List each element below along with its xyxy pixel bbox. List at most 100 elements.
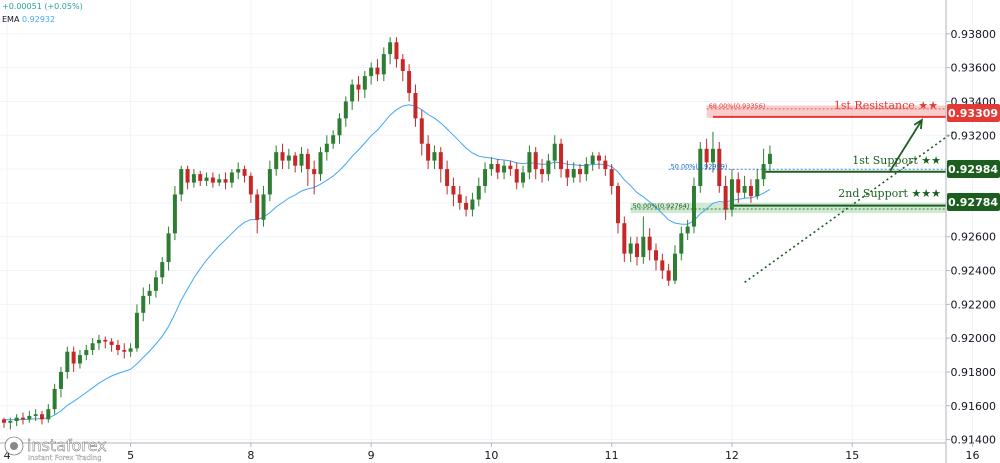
candle-body <box>761 164 766 180</box>
candle <box>767 145 772 171</box>
candle <box>299 147 304 173</box>
candle-body <box>109 341 114 345</box>
candle-body <box>616 185 621 224</box>
candle <box>318 147 323 181</box>
candle-body <box>115 344 120 351</box>
candle <box>736 172 741 203</box>
candle-body <box>419 118 424 144</box>
candle-body <box>552 143 557 161</box>
candle-body <box>400 59 405 72</box>
candle <box>312 160 317 195</box>
candle-body <box>204 177 209 181</box>
candle-body <box>52 388 57 410</box>
candle-body <box>641 236 646 258</box>
candle-body <box>147 290 152 296</box>
candle-body <box>375 67 380 75</box>
change-readout: +0.00051 (+0.05%) <box>2 2 83 11</box>
candle-body <box>635 243 639 258</box>
candle-body <box>27 415 32 420</box>
candle <box>324 135 329 161</box>
candle-body <box>660 260 665 271</box>
candle-body <box>666 270 671 281</box>
price-tick-label: 0.92600 <box>951 231 997 244</box>
candle-body <box>280 152 285 161</box>
candle <box>280 143 285 170</box>
grid <box>0 0 973 443</box>
candle <box>445 160 450 195</box>
candle <box>198 170 203 186</box>
candle-body <box>71 351 76 364</box>
candle <box>261 185 266 227</box>
candle <box>179 165 184 202</box>
candle-body <box>331 135 336 144</box>
candle <box>710 131 715 173</box>
candle <box>476 177 481 207</box>
candle <box>274 145 279 176</box>
candle <box>672 245 677 285</box>
candle <box>369 62 374 85</box>
candle <box>527 145 532 180</box>
candle-body <box>242 169 247 176</box>
candle <box>134 304 139 352</box>
support-1-price-tag <box>947 160 1000 178</box>
candle-body <box>432 152 437 161</box>
candle <box>400 54 405 82</box>
candle <box>438 147 443 183</box>
candle <box>616 182 621 234</box>
candle-body <box>217 179 222 183</box>
support-2-price-tag <box>947 193 1000 211</box>
candle-body <box>210 177 215 183</box>
candle-body <box>590 155 595 165</box>
candle <box>96 334 101 351</box>
price-tick-label: 0.91600 <box>951 400 997 413</box>
candle-body <box>653 250 658 261</box>
time-axis[interactable]: 4 5 8 9 10 11 12 15 16 <box>4 443 980 462</box>
candle-body <box>514 169 519 183</box>
candle <box>115 339 120 356</box>
ema-label: EMA <box>2 15 20 24</box>
candle-body <box>248 175 253 195</box>
ema-path <box>3 104 771 421</box>
time-tick-label: 9 <box>368 449 375 462</box>
analysis-overlay: 68.00%(0.93356) 50.00%(0.92999) 50.00%(0.9… <box>630 102 954 284</box>
candle <box>584 157 589 181</box>
candle <box>331 130 336 149</box>
candle-body <box>476 185 481 200</box>
candle-body <box>723 185 728 210</box>
candle <box>521 165 526 188</box>
candle <box>286 148 291 170</box>
price-tick-label: 0.92000 <box>951 332 997 345</box>
candle-body <box>65 351 70 372</box>
candle-body <box>388 42 393 55</box>
candle-body <box>8 421 13 423</box>
candle-body <box>299 153 304 166</box>
candle-body <box>77 355 82 364</box>
candle <box>223 172 228 190</box>
candle <box>407 64 412 102</box>
candle-body <box>356 84 361 90</box>
candle-body <box>179 169 184 195</box>
candle <box>502 160 507 180</box>
candle-body <box>565 169 570 178</box>
logo-tagline: Instant Forex Trading <box>28 454 102 462</box>
time-tick-label: 8 <box>247 449 254 462</box>
candle-body <box>350 84 355 102</box>
candle <box>723 175 728 220</box>
candle <box>679 226 684 261</box>
candle-body <box>464 202 469 210</box>
candle-body <box>457 194 462 203</box>
candle-body <box>96 339 101 344</box>
candle-body <box>470 199 475 210</box>
candle <box>65 346 70 379</box>
candle <box>350 79 355 110</box>
candle-body <box>451 185 456 195</box>
logo-brand: instaforex <box>27 436 107 455</box>
fib-level-label: 68.00%(0.93356) <box>709 102 766 110</box>
candle-body <box>128 348 133 352</box>
candle-body <box>2 419 6 423</box>
candle-body <box>438 152 443 170</box>
candle <box>160 257 165 285</box>
candle <box>27 410 32 423</box>
candle-body <box>767 153 772 165</box>
